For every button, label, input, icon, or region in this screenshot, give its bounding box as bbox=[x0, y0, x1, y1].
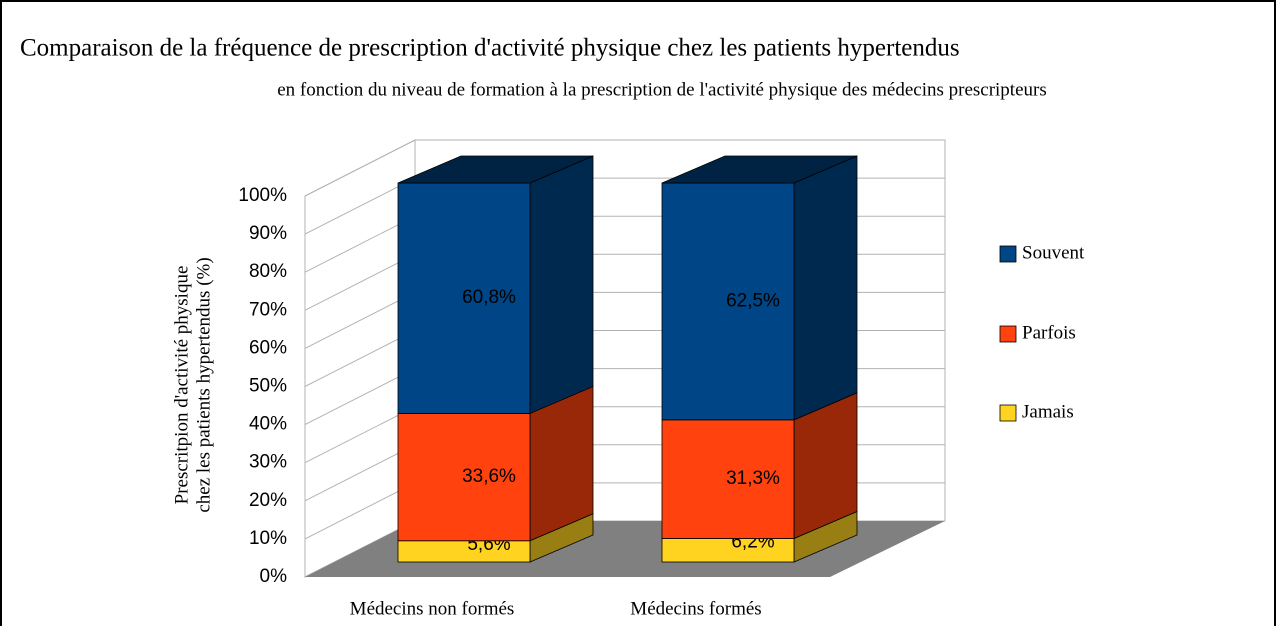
bar bbox=[397, 182, 531, 414]
y-tick-label: 80% bbox=[249, 261, 287, 282]
grid-line bbox=[304, 139, 945, 197]
bar-top bbox=[661, 155, 858, 184]
bar-side bbox=[529, 155, 594, 415]
y-tick-label: 30% bbox=[249, 452, 287, 473]
legend-label: Parfois bbox=[1022, 322, 1076, 343]
chart-subtitle: en fonction du niveau de formation à la … bbox=[277, 79, 1047, 100]
data-label: 33,6% bbox=[462, 466, 516, 487]
y-tick-label: 40% bbox=[249, 414, 287, 435]
y-tick-label: 10% bbox=[249, 528, 287, 549]
bar bbox=[661, 419, 795, 539]
y-tick-label: 0% bbox=[260, 566, 288, 587]
y-tick-label: 20% bbox=[249, 490, 287, 511]
y-tick-label: 90% bbox=[249, 223, 287, 244]
y-tick-label: 70% bbox=[249, 299, 287, 320]
bar-top bbox=[397, 155, 594, 184]
legend-swatch bbox=[999, 325, 1017, 343]
x-tick-label: Médecins formés bbox=[630, 598, 761, 619]
y-tick-label: 50% bbox=[249, 376, 287, 397]
legend-label: Jamais bbox=[1022, 401, 1074, 422]
y-axis-label: Prescritpion d'activité physique bbox=[171, 266, 192, 505]
bar bbox=[397, 413, 531, 542]
legend-label: Souvent bbox=[1022, 242, 1085, 263]
legend-swatch bbox=[999, 245, 1017, 263]
legend-swatch bbox=[999, 404, 1017, 422]
bar-side bbox=[793, 155, 858, 421]
y-tick-label: 100% bbox=[238, 185, 287, 206]
y-axis-label: chez les patients hypertendus (%) bbox=[193, 257, 214, 512]
data-label: 60,8% bbox=[462, 287, 516, 308]
chart-title: Comparaison de la fréquence de prescript… bbox=[20, 35, 960, 62]
data-label: 62,5% bbox=[726, 290, 780, 311]
data-label: 31,3% bbox=[726, 468, 780, 489]
y-tick-label: 60% bbox=[249, 337, 287, 358]
x-tick-label: Médecins non formés bbox=[350, 598, 515, 619]
